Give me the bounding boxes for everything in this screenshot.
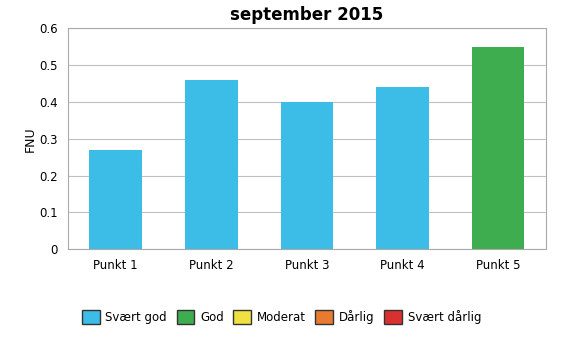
Legend: Svært god, God, Moderat, Dårlig, Svært dårlig: Svært god, God, Moderat, Dårlig, Svært d…	[78, 306, 485, 328]
Bar	[280, 102, 333, 249]
Y-axis label: FNU: FNU	[24, 126, 37, 152]
Bar	[90, 150, 142, 249]
Title: Turbiditet
middelverdier fra februar til
september 2015: Turbiditet middelverdier fra februar til…	[175, 0, 439, 24]
Bar	[185, 80, 238, 249]
Bar	[376, 87, 429, 249]
Bar	[472, 47, 524, 249]
